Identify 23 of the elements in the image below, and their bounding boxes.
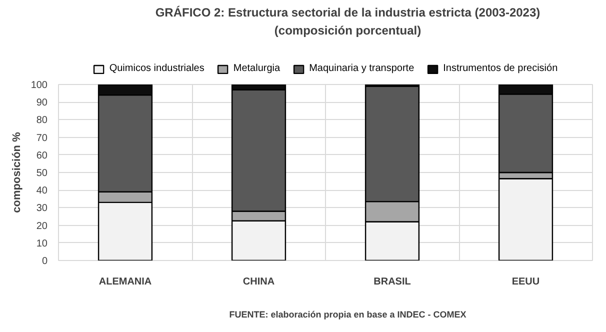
y-tick-label: 10 — [36, 238, 48, 250]
y-tick-label: 90 — [36, 98, 48, 109]
y-axis-title: composición % — [10, 132, 23, 213]
y-tick-label: 70 — [36, 132, 48, 144]
chart-subtitle: (composición porcentual) — [274, 24, 422, 38]
x-tick-label: EEUU — [512, 276, 540, 288]
legend-label: Metalurgia — [233, 63, 280, 74]
y-tick-label: 20 — [36, 220, 48, 232]
y-tick-label: 100 — [30, 80, 48, 91]
legend-label: Maquinaria y transporte — [309, 63, 414, 74]
x-tick-label: ALEMANIA — [98, 276, 152, 288]
chart-title: GRÁFICO 2: Estructura sectorial de la industria estricta (2003-2023) — [155, 6, 540, 20]
y-tick-label: 0 — [42, 256, 48, 267]
x-tick-label: BRASIL — [374, 276, 411, 288]
y-tick-label: 60 — [36, 150, 48, 162]
legend-label: Instrumentos de precisión — [443, 63, 558, 74]
y-tick-label: 50 — [36, 168, 48, 179]
y-tick-label: 40 — [36, 186, 48, 197]
x-tick-label: CHINA — [242, 276, 275, 288]
y-tick-label: 80 — [36, 115, 48, 126]
source-note: FUENTE: elaboración propia en base a INDEC - COMEX — [229, 310, 466, 320]
y-tick-label: 30 — [36, 203, 48, 214]
legend-label: Quimicos industriales — [109, 63, 204, 74]
